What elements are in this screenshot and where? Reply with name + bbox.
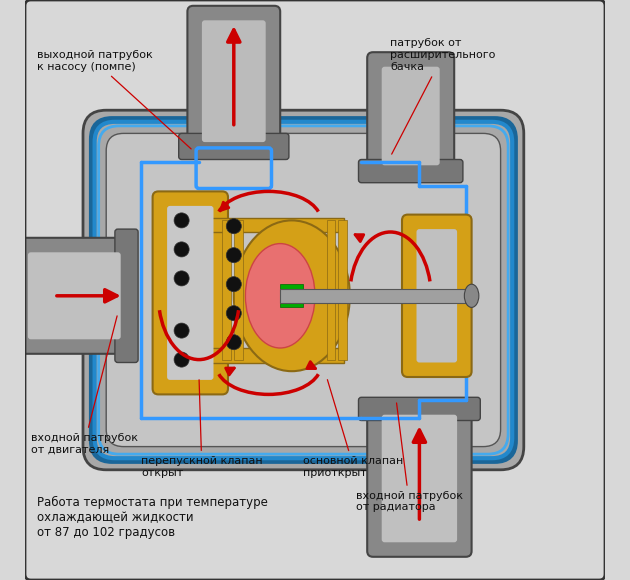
FancyBboxPatch shape (367, 400, 472, 557)
FancyBboxPatch shape (187, 6, 280, 157)
Circle shape (226, 277, 241, 292)
FancyBboxPatch shape (167, 206, 214, 380)
Bar (280, 289, 472, 303)
Circle shape (226, 335, 241, 350)
Ellipse shape (234, 220, 350, 371)
FancyBboxPatch shape (367, 52, 454, 180)
FancyBboxPatch shape (106, 133, 501, 447)
Bar (181, 348, 344, 362)
Circle shape (174, 242, 189, 257)
Circle shape (226, 219, 241, 234)
FancyBboxPatch shape (152, 191, 228, 394)
FancyBboxPatch shape (19, 238, 135, 354)
Bar (181, 218, 344, 232)
Circle shape (226, 306, 241, 321)
Text: входной патрубок
от радиатора: входной патрубок от радиатора (355, 403, 462, 512)
Circle shape (174, 352, 189, 367)
Bar (234, 220, 243, 360)
Text: выходной патрубок
к насосу (помпе): выходной патрубок к насосу (помпе) (37, 50, 191, 149)
Text: входной патрубок
от двигателя: входной патрубок от двигателя (31, 316, 138, 454)
Text: Работа термостата при температуре
охлаждающей жидкости
от 87 до 102 градусов: Работа термостата при температуре охлажд… (37, 496, 268, 539)
Bar (338, 220, 347, 360)
Bar (222, 220, 231, 360)
FancyBboxPatch shape (28, 252, 121, 339)
FancyBboxPatch shape (382, 67, 440, 165)
FancyBboxPatch shape (358, 397, 480, 420)
FancyBboxPatch shape (358, 160, 463, 183)
FancyBboxPatch shape (179, 133, 289, 160)
Bar (280, 284, 304, 307)
FancyBboxPatch shape (202, 20, 266, 142)
FancyBboxPatch shape (416, 229, 457, 362)
Text: основной клапан
приоткрыт: основной клапан приоткрыт (304, 380, 404, 477)
Circle shape (226, 248, 241, 263)
Circle shape (174, 323, 189, 338)
FancyBboxPatch shape (402, 215, 472, 377)
Bar (326, 220, 335, 360)
Ellipse shape (464, 284, 479, 307)
Ellipse shape (246, 244, 315, 348)
Circle shape (174, 271, 189, 286)
FancyBboxPatch shape (382, 415, 457, 542)
Circle shape (174, 213, 189, 228)
Text: перепускной клапан
открыт: перепускной клапан открыт (141, 380, 263, 477)
FancyBboxPatch shape (83, 110, 524, 470)
Text: патрубок от
расширительного
бачка: патрубок от расширительного бачка (391, 38, 496, 154)
FancyBboxPatch shape (115, 229, 138, 362)
